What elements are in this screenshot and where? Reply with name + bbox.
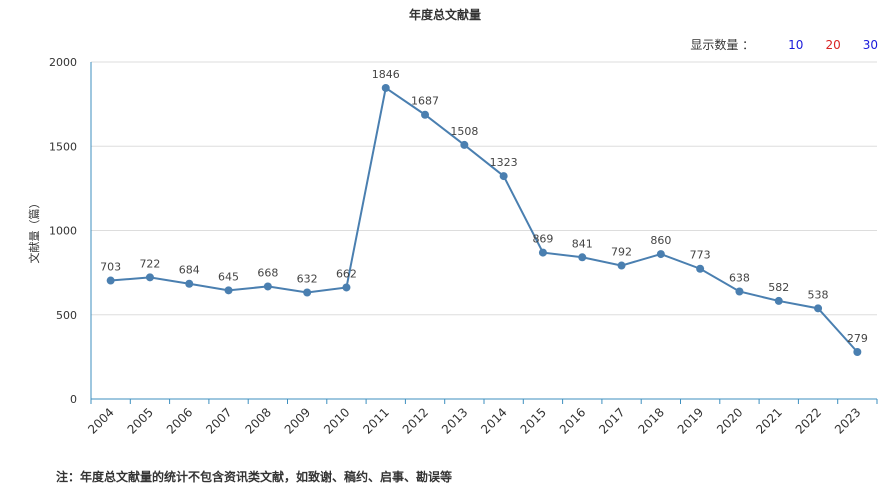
data-point bbox=[656, 250, 665, 259]
x-tick-label: 2022 bbox=[793, 405, 824, 436]
y-tick-label: 1000 bbox=[49, 225, 77, 238]
data-label: 792 bbox=[611, 246, 632, 259]
data-label: 662 bbox=[336, 267, 357, 280]
x-tick-label: 2019 bbox=[675, 405, 706, 436]
data-label: 645 bbox=[218, 270, 239, 283]
data-label: 773 bbox=[690, 249, 711, 262]
x-tick-label: 2023 bbox=[832, 405, 863, 436]
x-tick-label: 2014 bbox=[478, 405, 509, 436]
x-tick-label: 2006 bbox=[164, 405, 195, 436]
x-tick-label: 2016 bbox=[557, 405, 588, 436]
x-tick-label: 2021 bbox=[753, 405, 784, 436]
data-label: 1508 bbox=[450, 125, 478, 138]
data-point bbox=[263, 282, 272, 291]
x-tick-label: 2018 bbox=[635, 405, 666, 436]
data-point bbox=[499, 172, 508, 181]
data-label: 722 bbox=[139, 257, 160, 270]
data-point bbox=[578, 253, 587, 262]
data-label: 538 bbox=[808, 288, 829, 301]
data-label: 632 bbox=[297, 273, 318, 286]
data-label: 703 bbox=[100, 261, 121, 274]
y-tick-label: 2000 bbox=[49, 56, 77, 69]
x-tick-label: 2017 bbox=[596, 405, 627, 436]
data-point bbox=[735, 287, 744, 296]
x-tick-label: 2005 bbox=[125, 405, 156, 436]
display-count-option-30[interactable]: 30 bbox=[862, 37, 878, 52]
x-tick-label: 2007 bbox=[203, 405, 234, 436]
data-label: 684 bbox=[179, 264, 200, 277]
display-count-option-10[interactable]: 10 bbox=[788, 37, 804, 52]
data-label: 582 bbox=[768, 281, 789, 294]
x-tick-label: 2010 bbox=[321, 405, 352, 436]
data-point bbox=[145, 273, 154, 282]
data-point bbox=[538, 248, 547, 257]
x-tick-label: 2015 bbox=[518, 405, 549, 436]
data-label: 841 bbox=[572, 237, 593, 250]
data-label: 1323 bbox=[490, 156, 518, 169]
data-point bbox=[224, 286, 233, 295]
y-tick-label: 1500 bbox=[49, 140, 77, 153]
x-tick-label: 2009 bbox=[282, 405, 313, 436]
data-label: 668 bbox=[257, 266, 278, 279]
data-label: 860 bbox=[650, 234, 671, 247]
data-point bbox=[853, 347, 862, 356]
data-point bbox=[381, 83, 390, 92]
chart-title: 年度总文献量 bbox=[408, 8, 481, 22]
data-label: 1846 bbox=[372, 68, 400, 81]
data-point bbox=[106, 276, 115, 285]
display-count-selector: 显示数量 ： 10 20 30 bbox=[690, 36, 878, 53]
data-point bbox=[303, 288, 312, 297]
data-label: 869 bbox=[532, 233, 553, 246]
data-point bbox=[814, 304, 823, 313]
x-tick-label: 2013 bbox=[439, 405, 470, 436]
data-point bbox=[774, 296, 783, 305]
data-point bbox=[617, 261, 626, 270]
x-tick-label: 2004 bbox=[85, 405, 116, 436]
data-label: 1687 bbox=[411, 95, 439, 108]
y-tick-label: 0 bbox=[70, 393, 77, 406]
data-point bbox=[342, 283, 351, 292]
y-axis-label: 文献量（篇） bbox=[27, 198, 41, 264]
x-tick-label: 2008 bbox=[242, 405, 273, 436]
x-tick-label: 2011 bbox=[360, 405, 391, 436]
series-line bbox=[110, 86, 859, 353]
footnote: 注：年度总文献量的统计不包含资讯类文献，如致谢、稿约、启事、勘误等 bbox=[56, 470, 453, 484]
display-count-option-20[interactable]: 20 bbox=[825, 37, 841, 52]
data-point bbox=[421, 110, 430, 119]
data-label: 638 bbox=[729, 271, 750, 284]
y-tick-label: 500 bbox=[56, 309, 77, 322]
x-tick-label: 2012 bbox=[400, 405, 431, 436]
data-point bbox=[696, 264, 705, 273]
data-point bbox=[460, 140, 469, 149]
data-label: 279 bbox=[847, 332, 868, 345]
x-tick-label: 2020 bbox=[714, 405, 745, 436]
display-count-label: 显示数量 ： bbox=[690, 38, 755, 52]
data-point bbox=[185, 279, 194, 288]
